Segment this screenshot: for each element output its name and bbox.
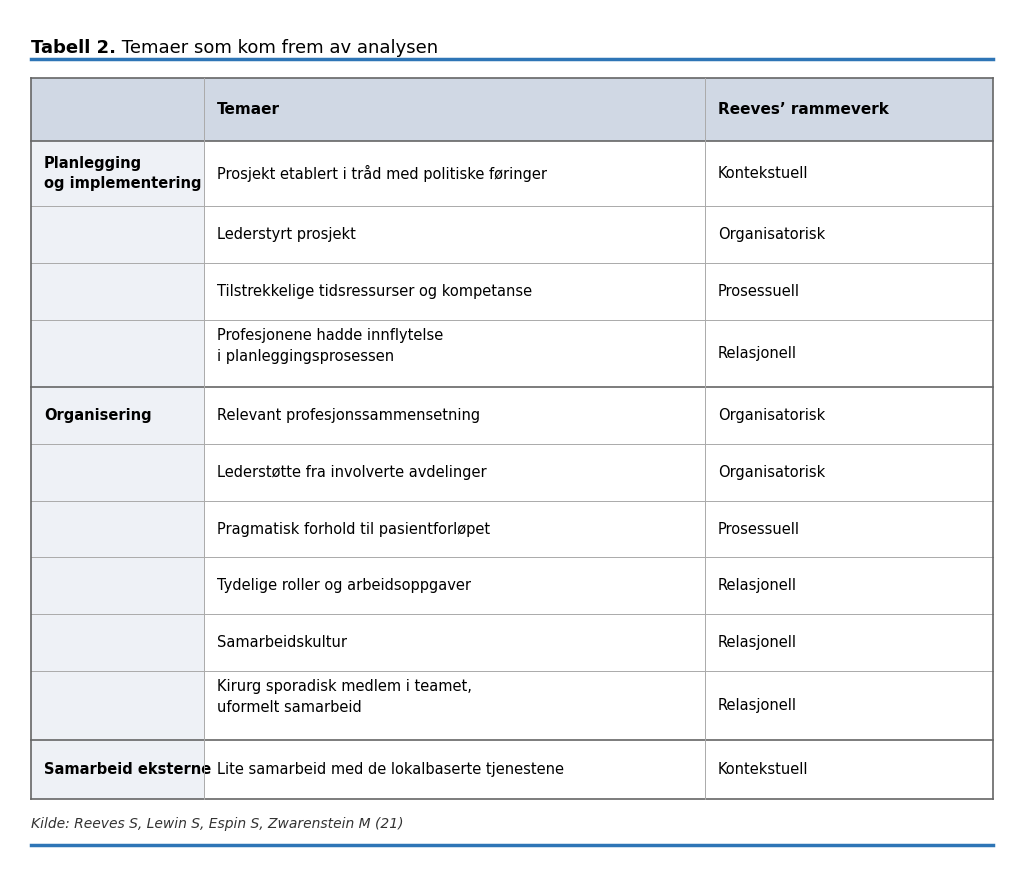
Text: Kontekstuell: Kontekstuell <box>718 166 808 181</box>
Text: Relasjonell: Relasjonell <box>718 578 797 594</box>
Bar <box>204 671 993 740</box>
Text: Tilstrekkelige tidsressurser og kompetanse: Tilstrekkelige tidsressurser og kompetan… <box>217 283 532 299</box>
Bar <box>204 740 993 799</box>
Bar <box>204 388 993 444</box>
Text: Relasjonell: Relasjonell <box>718 698 797 713</box>
Text: Organisatorisk: Organisatorisk <box>718 465 825 480</box>
Text: Lederstyrt prosjekt: Lederstyrt prosjekt <box>217 227 356 242</box>
Bar <box>204 141 993 206</box>
Bar <box>204 614 993 671</box>
Bar <box>204 444 993 501</box>
Text: Prosjekt etablert i tråd med politiske føringer: Prosjekt etablert i tråd med politiske f… <box>217 165 547 182</box>
Text: Samarbeid eksterne: Samarbeid eksterne <box>44 762 211 778</box>
Text: Relasjonell: Relasjonell <box>718 634 797 650</box>
Text: Prosessuell: Prosessuell <box>718 521 800 536</box>
Text: Tabell 2.: Tabell 2. <box>31 39 116 57</box>
Text: Relevant profesjonssammensetning: Relevant profesjonssammensetning <box>217 408 480 423</box>
Text: Samarbeidskultur: Samarbeidskultur <box>217 634 347 650</box>
Bar <box>204 501 993 557</box>
Bar <box>204 320 993 388</box>
Text: Kontekstuell: Kontekstuell <box>718 762 808 778</box>
Bar <box>204 557 993 614</box>
Text: Planlegging
og implementering: Planlegging og implementering <box>44 156 202 191</box>
Text: Organisatorisk: Organisatorisk <box>718 408 825 423</box>
Bar <box>31 78 993 141</box>
Text: Tydelige roller og arbeidsoppgaver: Tydelige roller og arbeidsoppgaver <box>217 578 471 594</box>
Text: Kilde: Reeves S, Lewin S, Espin S, Zwarenstein M (21): Kilde: Reeves S, Lewin S, Espin S, Zware… <box>31 817 403 831</box>
Text: Relasjonell: Relasjonell <box>718 346 797 361</box>
Text: Organisatorisk: Organisatorisk <box>718 227 825 242</box>
Text: Temaer: Temaer <box>217 102 281 117</box>
Text: Temaer som kom frem av analysen: Temaer som kom frem av analysen <box>116 39 438 57</box>
Text: Lite samarbeid med de lokalbaserte tjenestene: Lite samarbeid med de lokalbaserte tjene… <box>217 762 564 778</box>
Bar <box>31 78 993 799</box>
Text: Prosessuell: Prosessuell <box>718 283 800 299</box>
Bar <box>204 206 993 263</box>
Text: Profesjonene hadde innflytelse
i planleggingsprosessen: Profesjonene hadde innflytelse i planleg… <box>217 328 443 364</box>
Text: Organisering: Organisering <box>44 408 152 423</box>
Text: Lederstøtte fra involverte avdelinger: Lederstøtte fra involverte avdelinger <box>217 465 487 480</box>
Text: Kirurg sporadisk medlem i teamet,
uformelt samarbeid: Kirurg sporadisk medlem i teamet, uforme… <box>217 680 472 715</box>
Text: Reeves’ rammeverk: Reeves’ rammeverk <box>718 102 889 117</box>
Text: Pragmatisk forhold til pasientforløpet: Pragmatisk forhold til pasientforløpet <box>217 521 490 536</box>
Bar <box>204 263 993 320</box>
